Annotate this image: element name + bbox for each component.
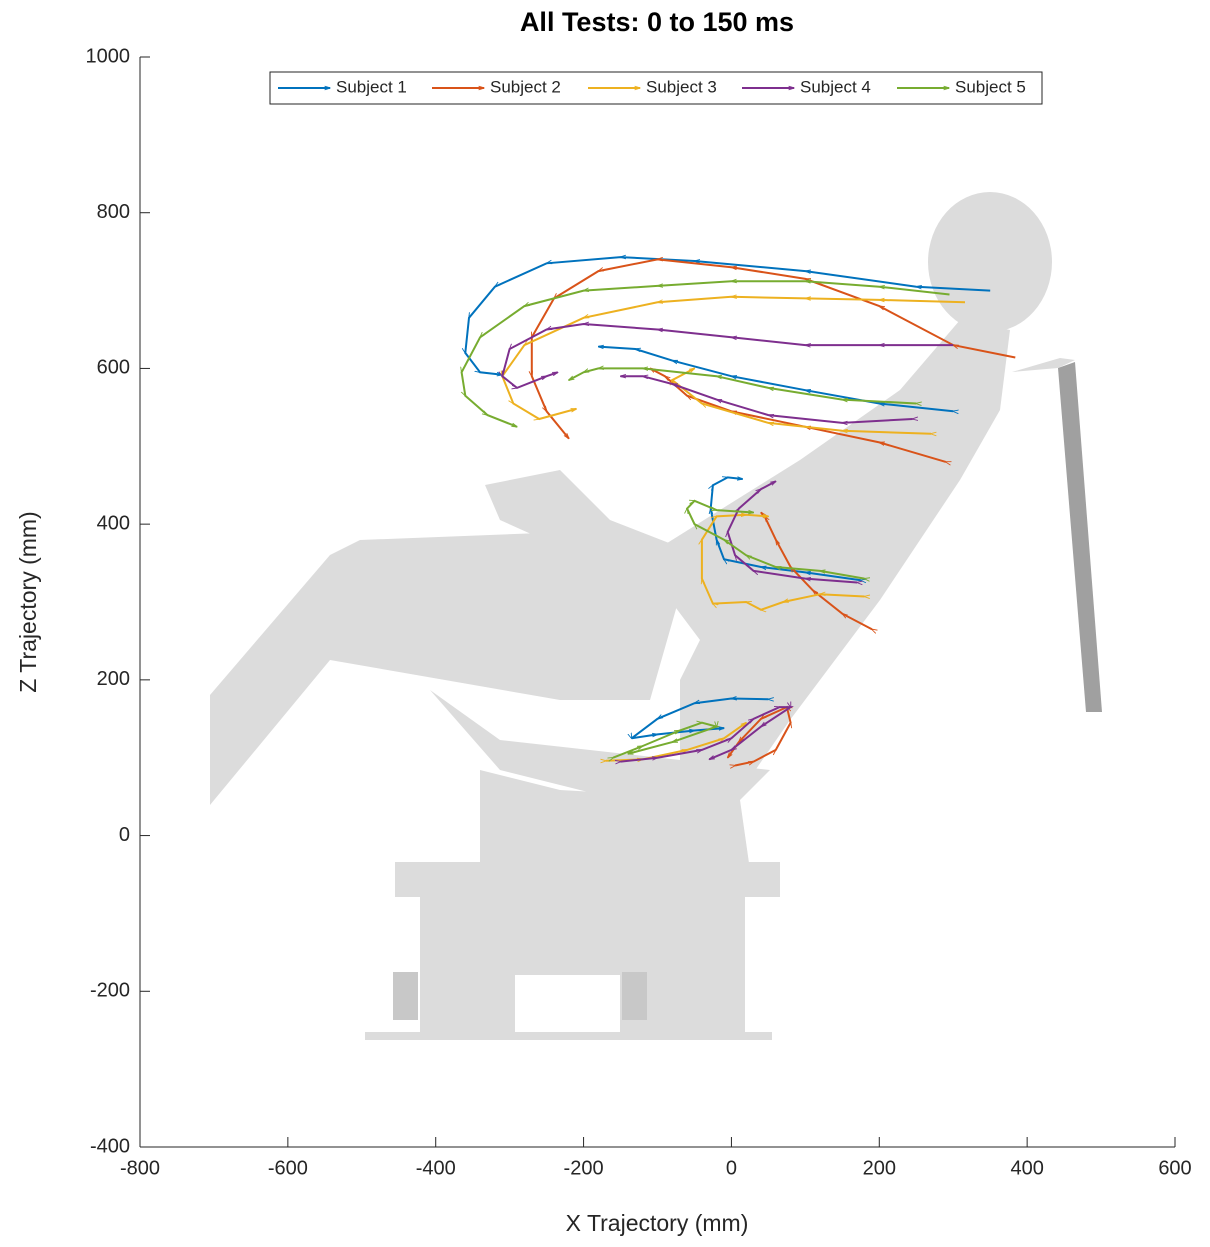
- x-tick-label: 200: [863, 1157, 896, 1179]
- y-tick-label: 600: [97, 357, 130, 379]
- legend-label: Subject 5: [955, 77, 1026, 96]
- y-tick-label: -400: [90, 1135, 130, 1157]
- x-tick-label: -600: [268, 1157, 308, 1179]
- chart-title: All Tests: 0 to 150 ms: [520, 7, 794, 37]
- x-tick-label: -400: [416, 1157, 456, 1179]
- y-axis-label: Z Trajectory (mm): [15, 511, 41, 692]
- y-tick-label: 0: [119, 824, 130, 846]
- x-tick-label: 600: [1158, 1157, 1191, 1179]
- legend-label: Subject 4: [800, 77, 871, 96]
- y-tick-label: 800: [97, 201, 130, 223]
- y-tick-label: 400: [97, 512, 130, 534]
- legend-label: Subject 1: [336, 77, 407, 96]
- background-silhouette: [210, 192, 1102, 1040]
- y-tick-label: 1000: [86, 45, 131, 67]
- y-tick-label: -200: [90, 980, 130, 1002]
- y-tick-label: 200: [97, 668, 130, 690]
- x-tick-label: -800: [120, 1157, 160, 1179]
- chart: All Tests: 0 to 150 ms X Trajectory (mm)…: [0, 0, 1210, 1247]
- x-tick-label: 400: [1010, 1157, 1043, 1179]
- x-tick-label: 0: [726, 1157, 737, 1179]
- legend-label: Subject 2: [490, 77, 561, 96]
- x-tick-label: -200: [564, 1157, 604, 1179]
- x-axis-label: X Trajectory (mm): [566, 1210, 749, 1236]
- legend-label: Subject 3: [646, 77, 717, 96]
